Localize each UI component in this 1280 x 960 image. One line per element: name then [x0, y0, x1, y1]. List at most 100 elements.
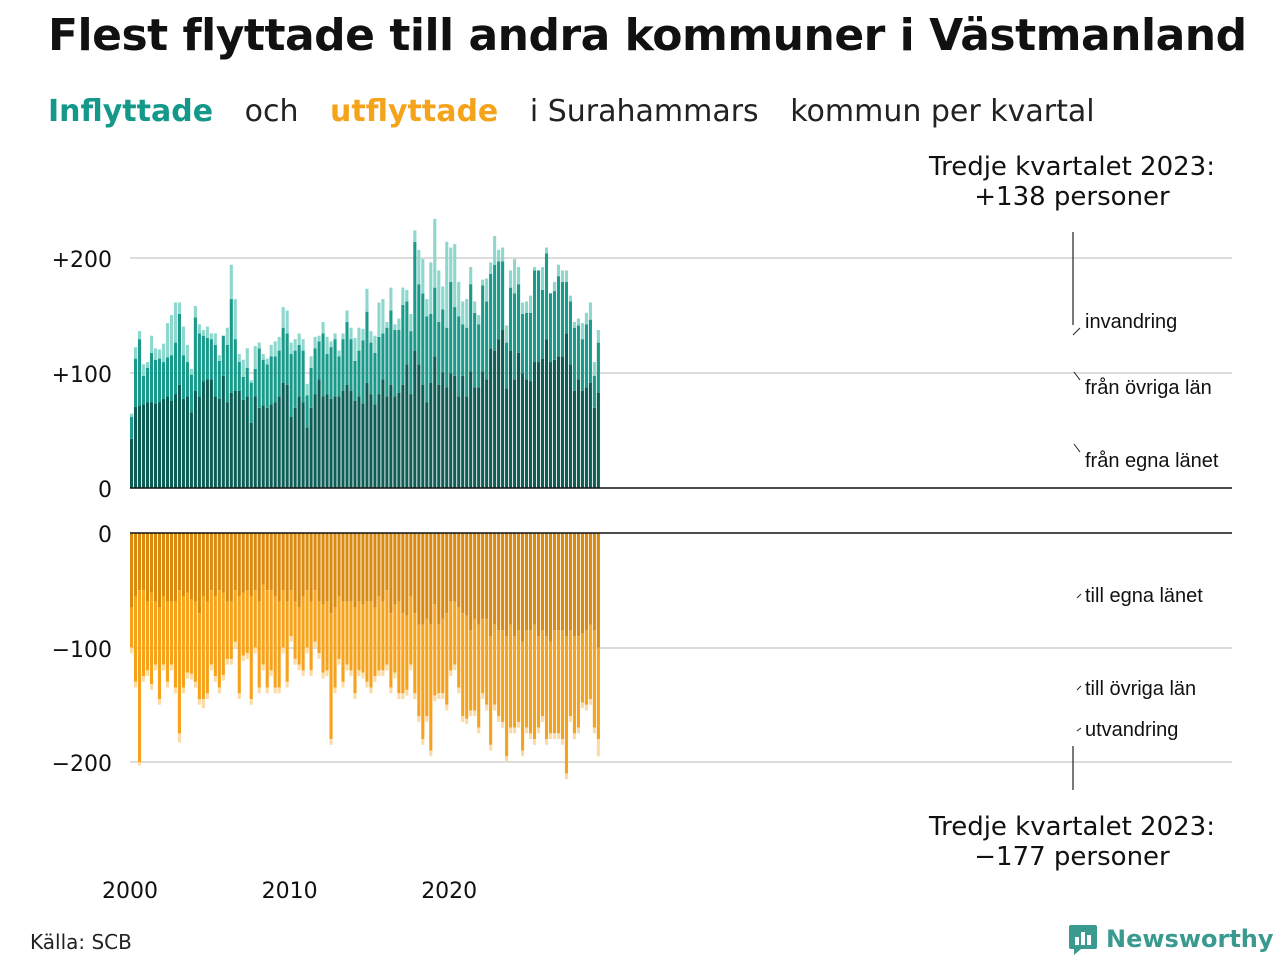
bar-out-segment: [305, 533, 309, 591]
bar-out-segment: [277, 601, 281, 688]
bar-out-segment: [576, 727, 580, 734]
bar-out-segment: [269, 533, 273, 591]
bar-out-segment: [465, 615, 469, 719]
bar-out-segment: [285, 533, 289, 602]
chart-title: Flest flyttade till andra kommuner i Väs…: [48, 10, 1247, 61]
bar-out-segment: [445, 704, 449, 711]
bar-out-segment: [421, 624, 425, 740]
bar-in-segment: [317, 341, 321, 380]
bar-out-segment: [489, 744, 493, 751]
bar-out-segment: [193, 533, 197, 602]
x-tick-label: 2010: [262, 879, 318, 904]
bar-in-segment: [481, 371, 485, 488]
bar-out-segment: [568, 630, 572, 717]
bar-in-segment: [509, 270, 513, 288]
bar-out-segment: [189, 533, 193, 600]
bar-in-segment: [592, 407, 596, 488]
bar-out-segment: [505, 756, 509, 762]
y-tick-label: −200: [52, 752, 112, 777]
bar-in-segment: [265, 358, 269, 365]
bar-out-segment: [321, 603, 325, 673]
bar-out-segment: [157, 533, 162, 608]
bar-out-segment: [481, 618, 485, 694]
bar-out-segment: [596, 533, 600, 648]
bar-out-segment: [197, 613, 201, 700]
bar-in-segment: [425, 402, 429, 489]
bar-out-segment: [201, 533, 205, 596]
bar-in-segment: [560, 356, 565, 488]
bar-in-segment: [253, 368, 257, 397]
bar-out-segment: [373, 607, 377, 677]
bar-out-segment: [337, 658, 341, 665]
bar-out-segment: [165, 533, 170, 602]
bar-in-segment: [185, 344, 189, 363]
bar-out-segment: [584, 630, 588, 705]
bar-out-segment: [536, 636, 541, 728]
bar-in-segment: [393, 329, 397, 397]
bar-out-segment: [548, 733, 553, 740]
bar-in-segment: [477, 324, 481, 388]
bar-out-segment: [317, 533, 321, 602]
bar-in-segment: [173, 302, 177, 343]
bar-in-segment: [281, 327, 285, 383]
bar-in-segment: [333, 396, 337, 488]
bar-out-segment: [289, 533, 293, 591]
bar-in-segment: [377, 302, 381, 337]
bar-in-segment: [453, 244, 457, 308]
bar-out-segment: [564, 533, 569, 637]
bar-out-segment: [237, 533, 241, 596]
bar-in-segment: [257, 348, 261, 408]
bar-out-segment: [309, 601, 313, 671]
bar-out-segment: [580, 633, 584, 703]
bar-in-segment: [329, 341, 333, 348]
bar-out-segment: [189, 599, 193, 674]
bar-out-segment: [437, 693, 441, 700]
bar-out-segment: [261, 584, 265, 665]
bar-in-segment: [453, 307, 457, 376]
bar-in-segment: [365, 382, 369, 488]
bar-in-segment: [381, 333, 385, 380]
bar-in-segment: [548, 293, 553, 363]
bar-out-segment: [453, 533, 457, 602]
bar-out-segment: [177, 533, 181, 591]
bar-in-segment: [141, 404, 146, 488]
bar-in-segment: [297, 344, 301, 397]
bar-out-segment: [137, 533, 142, 591]
bar-in-segment: [525, 301, 529, 313]
bar-in-segment: [229, 299, 233, 393]
bar-out-segment: [369, 533, 373, 602]
bar-out-segment: [181, 687, 185, 694]
bar-in-segment: [453, 375, 457, 488]
bar-out-segment: [169, 601, 173, 665]
bar-in-segment: [556, 276, 561, 357]
bar-out-segment: [509, 533, 513, 625]
bar-in-segment: [445, 241, 449, 328]
bar-out-segment: [181, 595, 185, 688]
bar-in-segment: [576, 318, 580, 326]
bar-out-segment: [273, 595, 277, 688]
bar-out-segment: [572, 636, 576, 734]
bar-in-segment: [425, 316, 429, 403]
bar-out-segment: [261, 533, 265, 585]
bar-out-segment: [313, 590, 317, 642]
bar-in-segment: [189, 368, 193, 375]
bar-in-segment: [277, 396, 281, 488]
bar-out-segment: [301, 533, 305, 596]
bar-in-segment: [572, 321, 576, 328]
newsworthy-logo: Newsworthy: [1068, 922, 1274, 956]
bar-in-segment: [261, 354, 265, 360]
bar-in-segment: [285, 310, 289, 334]
bar-out-segment: [584, 704, 588, 711]
bar-out-segment: [301, 595, 305, 671]
bar-out-segment: [441, 618, 445, 694]
bar-in-segment: [341, 390, 345, 489]
bar-in-segment: [177, 384, 181, 488]
subtitle-utflyttade: utflyttade: [330, 94, 499, 129]
bar-out-segment: [325, 670, 329, 677]
bar-out-segment: [497, 630, 501, 717]
bar-out-segment: [130, 607, 134, 648]
bar-out-segment: [353, 533, 357, 608]
bar-out-segment: [413, 613, 417, 694]
bar-in-segment: [273, 356, 277, 403]
bar-out-segment: [317, 601, 321, 654]
